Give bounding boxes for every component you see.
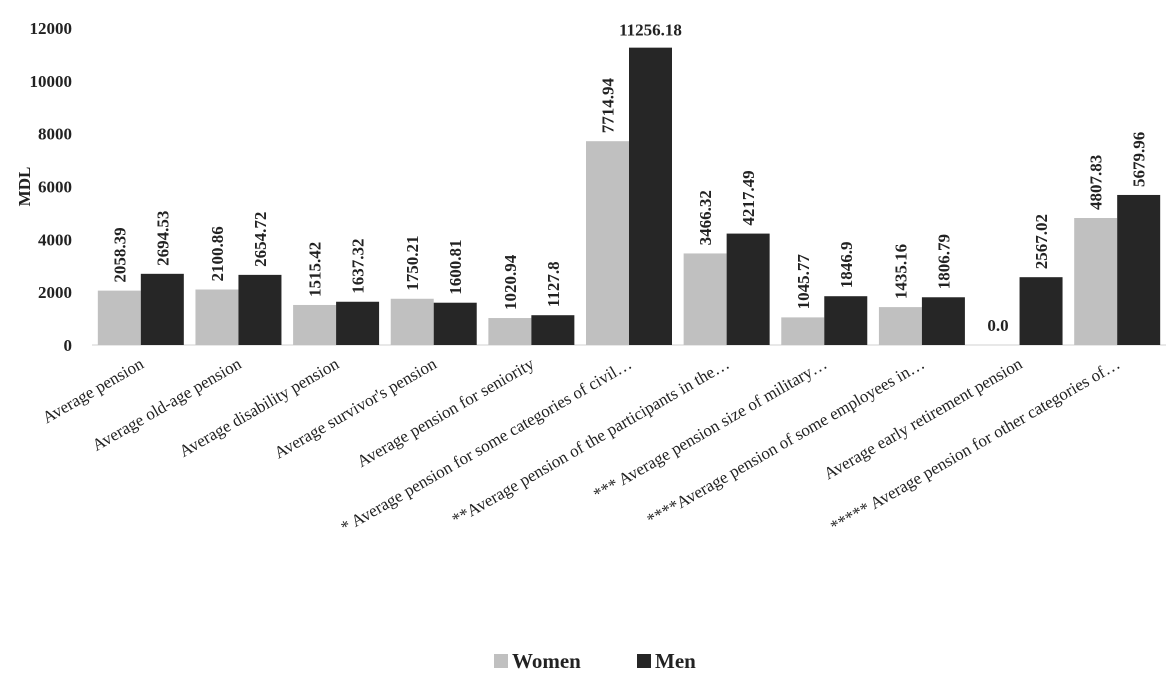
data-label: 2100.86 — [208, 226, 227, 281]
legend-label-women: Women — [512, 649, 581, 673]
y-tick-label: 0 — [64, 336, 73, 355]
legend: Women Men — [494, 649, 696, 673]
data-label: 1045.77 — [794, 254, 813, 310]
bar-women-3 — [390, 298, 434, 345]
bar-men-0 — [140, 273, 184, 345]
data-label: 0.0 — [987, 316, 1008, 335]
data-label: 2567.02 — [1032, 214, 1051, 269]
bar-women-8 — [878, 307, 922, 345]
bar-men-10 — [1117, 194, 1161, 345]
bar-women-5 — [586, 141, 629, 345]
category-label: Average survivor's pension — [271, 354, 440, 463]
data-label: 2058.39 — [110, 227, 129, 282]
y-tick-label: 4000 — [38, 230, 72, 249]
bar-men-9 — [1019, 277, 1063, 345]
bar-men-3 — [433, 302, 477, 345]
bar-women-1 — [195, 289, 239, 345]
legend-swatch-women — [494, 654, 508, 668]
data-label: 1846.9 — [837, 241, 856, 288]
category-label: Average pension for seniority — [354, 354, 538, 471]
legend-label-men: Men — [655, 649, 696, 673]
y-tick-label: 12000 — [30, 19, 73, 38]
data-label: 3466.32 — [696, 190, 715, 245]
data-label: 2694.53 — [153, 211, 172, 266]
y-tick-label: 10000 — [30, 72, 73, 91]
bar-women-4 — [488, 318, 532, 345]
bar-women-10 — [1074, 217, 1118, 345]
bar-women-2 — [293, 304, 337, 345]
data-label: 7714.94 — [599, 77, 618, 133]
bar-men-1 — [238, 274, 282, 345]
y-tick-label: 8000 — [38, 125, 72, 144]
bar-men-6 — [726, 233, 770, 345]
data-label: 1806.79 — [934, 234, 953, 289]
bar-men-8 — [921, 297, 965, 345]
y-axis: 0 2000 4000 6000 8000 10000 12000 — [30, 19, 1166, 355]
bar-men-5 — [629, 47, 672, 346]
data-label: 1600.81 — [446, 239, 465, 294]
data-label: 4807.83 — [1087, 155, 1106, 210]
bar-men-4 — [531, 315, 575, 345]
bar-women-6 — [683, 253, 727, 345]
data-label: 1750.21 — [403, 236, 422, 291]
legend-swatch-men — [637, 654, 651, 668]
data-labels: 2058.39 2694.53 2100.86 2654.72 1515.42 1637.… — [110, 21, 1148, 335]
data-label: 11256.18 — [619, 21, 682, 40]
y-tick-label: 6000 — [38, 178, 72, 197]
y-tick-label: 2000 — [38, 283, 72, 302]
category-label: Average disability pension — [176, 354, 343, 461]
data-label: 4217.49 — [739, 170, 758, 225]
data-label: 1127.8 — [544, 261, 563, 307]
bar-men-2 — [336, 301, 380, 345]
bar-women-0 — [97, 290, 141, 345]
bar-women-7 — [781, 317, 825, 345]
data-label: 1515.42 — [306, 242, 325, 297]
data-label: 1020.94 — [501, 254, 520, 310]
data-label: 1637.32 — [349, 238, 368, 293]
data-label: 2654.72 — [251, 212, 270, 267]
data-label: 5679.96 — [1130, 132, 1149, 187]
bars — [97, 47, 1161, 346]
y-axis-label: MDL — [15, 167, 34, 207]
bar-men-7 — [824, 296, 868, 345]
data-label: 1435.16 — [891, 244, 910, 299]
